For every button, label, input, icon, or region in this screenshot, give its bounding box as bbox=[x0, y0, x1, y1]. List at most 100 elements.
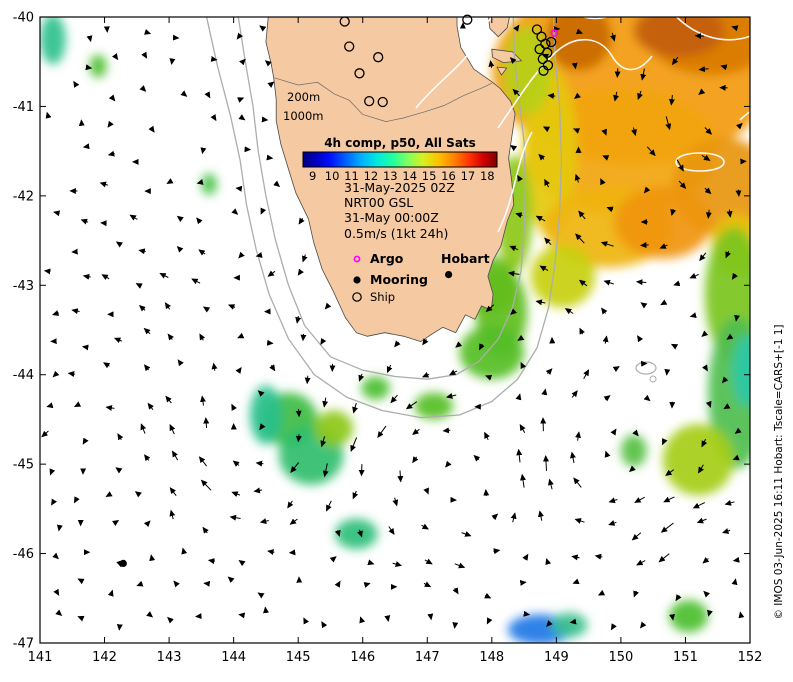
current-arrow bbox=[525, 555, 528, 560]
current-arrow bbox=[116, 468, 120, 471]
current-arrow bbox=[167, 181, 171, 183]
current-arrow bbox=[236, 188, 241, 189]
colorbar-tick: 10 bbox=[325, 169, 340, 183]
current-arrow bbox=[578, 432, 579, 441]
current-arrow bbox=[261, 209, 263, 214]
current-arrow bbox=[572, 556, 579, 557]
current-arrow bbox=[168, 334, 172, 339]
current-arrow bbox=[107, 407, 115, 408]
current-arrow bbox=[268, 551, 274, 552]
sst-patch bbox=[634, 4, 724, 58]
model-name: NRT00 GSL bbox=[344, 195, 413, 210]
current-arrow bbox=[617, 68, 618, 77]
current-arrow bbox=[735, 579, 736, 583]
current-arrow bbox=[609, 522, 616, 524]
current-arrow bbox=[704, 592, 707, 595]
current-arrow bbox=[130, 215, 137, 219]
current-arrow bbox=[698, 519, 707, 522]
current-arrow bbox=[101, 183, 108, 185]
current-arrow bbox=[268, 271, 275, 276]
current-arrow bbox=[359, 374, 362, 381]
current-arrow bbox=[333, 557, 336, 560]
current-arrow bbox=[84, 276, 91, 277]
legend-label-mooring: Mooring bbox=[370, 272, 428, 287]
current-arrow bbox=[576, 519, 585, 522]
current-arrow bbox=[214, 364, 215, 371]
colorbar bbox=[303, 152, 497, 167]
current-arrow bbox=[605, 336, 606, 343]
current-arrow bbox=[413, 457, 417, 463]
current-arrow bbox=[575, 64, 576, 69]
current-arrow bbox=[646, 398, 650, 401]
colorbar-tick: 18 bbox=[480, 169, 495, 183]
current-arrow bbox=[422, 525, 429, 529]
current-arrow bbox=[324, 398, 326, 407]
current-arrow bbox=[173, 451, 178, 460]
current-arrow bbox=[214, 117, 216, 121]
y-axis-label: -45 bbox=[13, 458, 34, 473]
current-arrow bbox=[166, 396, 171, 403]
current-arrow bbox=[602, 308, 606, 313]
current-arrow bbox=[202, 396, 203, 405]
current-arrow bbox=[239, 255, 242, 258]
x-axis-label: 141 bbox=[28, 650, 53, 665]
sst-patch bbox=[314, 411, 353, 447]
current-arrow bbox=[58, 612, 61, 615]
current-arrow bbox=[118, 434, 121, 440]
current-arrow bbox=[550, 480, 553, 490]
current-arrow bbox=[178, 360, 181, 364]
x-axis-label: 143 bbox=[157, 650, 182, 665]
current-arrow bbox=[151, 555, 152, 559]
current-arrow bbox=[703, 559, 708, 563]
current-arrow bbox=[204, 307, 209, 310]
current-arrow bbox=[198, 182, 202, 183]
current-arrow bbox=[395, 498, 397, 506]
sst-patch bbox=[531, 245, 596, 308]
sst-patch bbox=[733, 334, 761, 406]
current-arrow bbox=[486, 490, 487, 496]
mooring-marker bbox=[120, 560, 127, 567]
sst-patch bbox=[663, 424, 734, 496]
current-arrow bbox=[391, 395, 397, 402]
current-arrow bbox=[605, 281, 614, 284]
current-arrow bbox=[288, 501, 293, 508]
current-arrow bbox=[659, 554, 669, 562]
mooring-legend-icon bbox=[353, 276, 360, 283]
current-arrow bbox=[149, 614, 153, 617]
current-arrow bbox=[234, 461, 240, 465]
current-arrow bbox=[455, 564, 465, 568]
current-arrow bbox=[200, 334, 203, 340]
current-arrow bbox=[83, 440, 85, 444]
legend-label-ship: Ship bbox=[370, 290, 395, 304]
current-arrow bbox=[178, 216, 182, 219]
current-arrow bbox=[304, 618, 306, 622]
current-arrow bbox=[691, 315, 695, 316]
current-arrow bbox=[239, 615, 244, 616]
contour-label-1000m: 1000m bbox=[283, 109, 323, 123]
current-arrow bbox=[637, 282, 646, 283]
current-arrow bbox=[491, 61, 492, 68]
current-arrow bbox=[142, 88, 145, 91]
y-axis-label: -47 bbox=[13, 637, 34, 652]
current-arrow bbox=[327, 501, 332, 511]
current-arrow bbox=[353, 491, 356, 498]
current-arrow bbox=[115, 521, 119, 524]
current-arrow bbox=[388, 617, 389, 621]
current-arrow bbox=[298, 271, 301, 275]
model-timestamp: 31-May 00:00Z bbox=[344, 210, 439, 225]
current-arrow bbox=[584, 370, 589, 379]
current-arrow bbox=[487, 620, 489, 624]
current-arrow bbox=[511, 146, 515, 149]
current-arrow bbox=[580, 329, 583, 335]
current-arrow bbox=[239, 561, 243, 564]
current-arrow bbox=[83, 347, 88, 348]
current-arrow bbox=[400, 471, 401, 482]
current-arrow bbox=[137, 584, 141, 586]
current-arrow bbox=[203, 528, 207, 534]
current-arrow bbox=[69, 373, 75, 374]
current-arrow bbox=[117, 242, 121, 245]
current-arrow bbox=[53, 374, 56, 377]
current-arrow bbox=[202, 149, 203, 153]
current-arrow bbox=[661, 302, 666, 305]
current-arrow bbox=[165, 303, 169, 309]
